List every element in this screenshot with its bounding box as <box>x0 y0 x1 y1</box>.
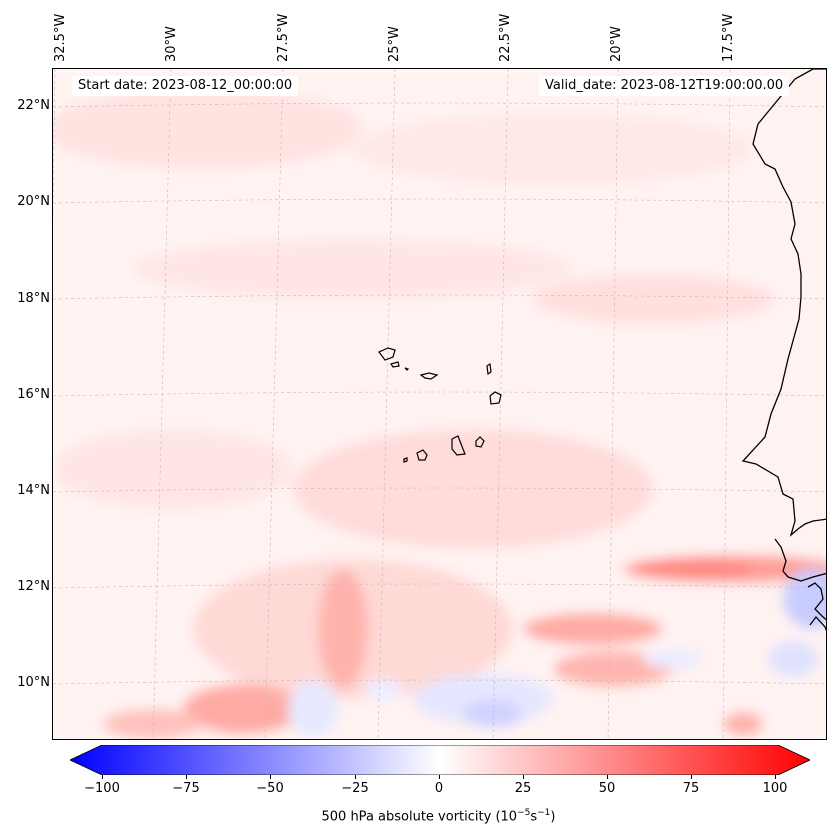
island-sao-vicente <box>390 361 400 368</box>
cbar-tick-m25 <box>355 775 356 779</box>
colorbar-title-mid: s <box>530 809 538 825</box>
lon-label-32-5w: 32.5°W <box>53 13 68 62</box>
cbar-label-m50: −50 <box>256 781 284 796</box>
cape-verde-islands <box>378 347 502 463</box>
lat-label-18n: 18°N <box>17 291 50 306</box>
gridlines <box>53 69 826 739</box>
vorticity-field <box>53 69 826 739</box>
cbar-tick-25 <box>523 775 524 779</box>
cbar-label-75: 75 <box>682 781 700 796</box>
island-boa-vista <box>489 391 502 405</box>
start-date-label: Start date: 2023-08-12_00:00:00 <box>72 76 299 96</box>
colorbar <box>69 744 811 776</box>
cbar-tick-0 <box>439 775 440 779</box>
map-canvas <box>53 69 826 739</box>
lat-label-22n: 22°N <box>17 98 50 113</box>
vorticity-map[interactable] <box>52 68 827 740</box>
colorbar-title-prefix: 500 hPa absolute vorticity (10 <box>321 809 518 825</box>
lat-label-20n: 20°N <box>17 194 50 209</box>
cbar-label-0: 0 <box>434 781 444 796</box>
lon-label-22-5w: 22.5°W <box>498 13 513 62</box>
island-brava <box>403 457 408 463</box>
island-sal <box>486 362 492 376</box>
island-santa-luzia <box>404 367 410 371</box>
cbar-label-m100: −100 <box>84 781 120 796</box>
lat-label-14n: 14°N <box>17 483 50 498</box>
cbar-tick-100 <box>775 775 776 779</box>
cbar-tick-m50 <box>270 775 271 779</box>
cbar-label-50: 50 <box>598 781 616 796</box>
colorbar-title-exp1: −5 <box>517 808 531 818</box>
cbar-label-25: 25 <box>514 781 532 796</box>
island-santiago <box>451 435 466 456</box>
colorbar-title-exp2: −1 <box>537 808 551 818</box>
island-fogo <box>416 449 428 461</box>
colorbar-body <box>69 744 811 776</box>
cbar-tick-m75 <box>186 775 187 779</box>
lon-label-27-5w: 27.5°W <box>276 13 291 62</box>
lon-label-17-5w: 17.5°W <box>721 13 736 62</box>
island-santo-antao <box>378 347 396 361</box>
cbar-label-100: 100 <box>762 781 788 796</box>
colorbar-svg <box>69 744 811 776</box>
coastline <box>741 69 826 631</box>
lat-label-12n: 12°N <box>17 579 50 594</box>
lat-label-16n: 16°N <box>17 387 50 402</box>
lon-label-25w: 25°W <box>387 26 402 62</box>
cbar-label-m25: −25 <box>341 781 369 796</box>
colorbar-title-suffix: ) <box>550 809 556 825</box>
valid-date-label: Valid_date: 2023-08-12T19:00:00.00 <box>539 76 790 96</box>
lon-label-20w: 20°W <box>609 26 624 62</box>
lon-label-30w: 30°W <box>164 26 179 62</box>
cbar-tick-50 <box>607 775 608 779</box>
cbar-tick-75 <box>691 775 692 779</box>
colorbar-title: 500 hPa absolute vorticity (10−5s−1) <box>0 808 837 824</box>
cbar-label-m75: −75 <box>172 781 200 796</box>
island-maio <box>475 436 485 448</box>
cbar-tick-m100 <box>102 775 103 779</box>
island-sao-nicolau <box>419 372 439 380</box>
lat-label-10n: 10°N <box>17 675 50 690</box>
